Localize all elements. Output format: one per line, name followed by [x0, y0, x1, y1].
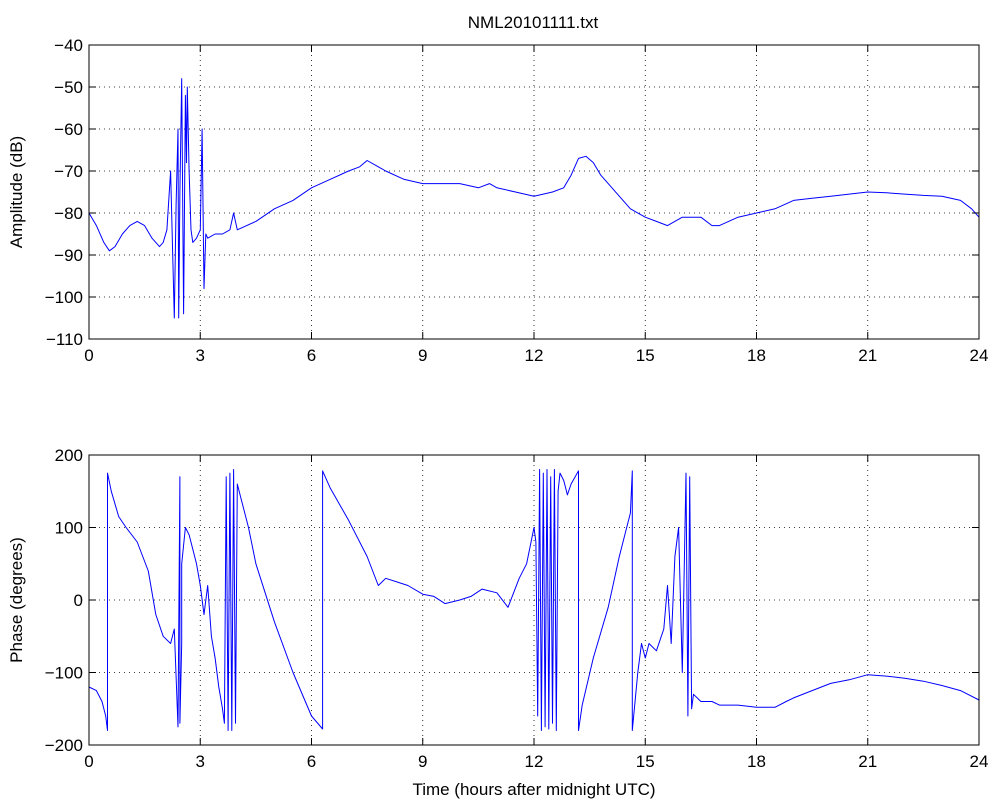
phase-x-tick-label: 15	[636, 752, 655, 771]
amplitude-y-tick-label: −70	[54, 162, 83, 181]
phase-x-tick-label: 6	[307, 752, 316, 771]
phase-y-tick-label: 100	[55, 519, 83, 538]
phase-x-tick-label: 3	[196, 752, 205, 771]
phase-y-tick-label: −200	[45, 736, 83, 755]
amplitude-x-tick-label: 9	[418, 346, 427, 365]
amplitude-y-ticks: −110 −100 −90 −80 −70 −60 −50 −40	[45, 36, 979, 349]
amplitude-y-tick-label: −40	[54, 36, 83, 55]
amplitude-x-tick-label: 24	[970, 346, 989, 365]
phase-y-tick-label: −100	[45, 664, 83, 683]
amplitude-series-line	[88, 78, 980, 319]
phase-y-tick-label: 200	[55, 446, 83, 465]
amplitude-x-tick-label: 3	[196, 346, 205, 365]
phase-x-axis-label: Time (hours after midnight UTC)	[412, 780, 655, 799]
phase-x-tick-label: 12	[525, 752, 544, 771]
phase-y-axis-label: Phase (degrees)	[7, 537, 26, 663]
amplitude-y-tick-label: −90	[54, 246, 83, 265]
amplitude-plot: 0 3 6 9 12 15 18 21 24 −110 −100 −90 −80 −70 −60 −50 −4…	[7, 36, 988, 365]
amplitude-y-tick-label: −60	[54, 120, 83, 139]
phase-x-tick-label: 24	[970, 752, 989, 771]
amplitude-y-axis-label: Amplitude (dB)	[7, 136, 26, 248]
amplitude-x-tick-label: 12	[525, 346, 544, 365]
amplitude-x-tick-label: 0	[84, 346, 93, 365]
amplitude-chart-title: NML20101111.txt	[468, 13, 599, 32]
amplitude-plot-frame	[88, 44, 980, 340]
phase-x-tick-label: 21	[858, 752, 877, 771]
phase-y-ticks: −200 −100 0 100 200	[45, 446, 979, 755]
phase-grid	[89, 455, 979, 745]
phase-x-tick-label: 18	[747, 752, 766, 771]
amplitude-y-tick-label: −50	[54, 78, 83, 97]
phase-x-ticks: 0 3 6 9 12 15 18 21 24	[84, 455, 988, 771]
phase-series-line	[88, 469, 980, 731]
amplitude-y-tick-label: −100	[45, 288, 83, 307]
amplitude-x-tick-label: 6	[307, 346, 316, 365]
phase-x-tick-label: 0	[84, 752, 93, 771]
amplitude-x-tick-label: 18	[747, 346, 766, 365]
phase-x-tick-label: 9	[418, 752, 427, 771]
amplitude-x-tick-label: 15	[636, 346, 655, 365]
amplitude-grid	[89, 45, 979, 339]
amplitude-x-tick-label: 21	[858, 346, 877, 365]
amplitude-y-tick-label: −80	[54, 204, 83, 223]
phase-y-tick-label: 0	[74, 591, 83, 610]
amplitude-x-ticks: 0 3 6 9 12 15 18 21 24	[84, 45, 988, 365]
phase-plot: 0 3 6 9 12 15 18 21 24 −200 −100 0 100 200 Phase (de…	[7, 446, 988, 799]
amplitude-y-tick-label: −110	[46, 330, 83, 349]
